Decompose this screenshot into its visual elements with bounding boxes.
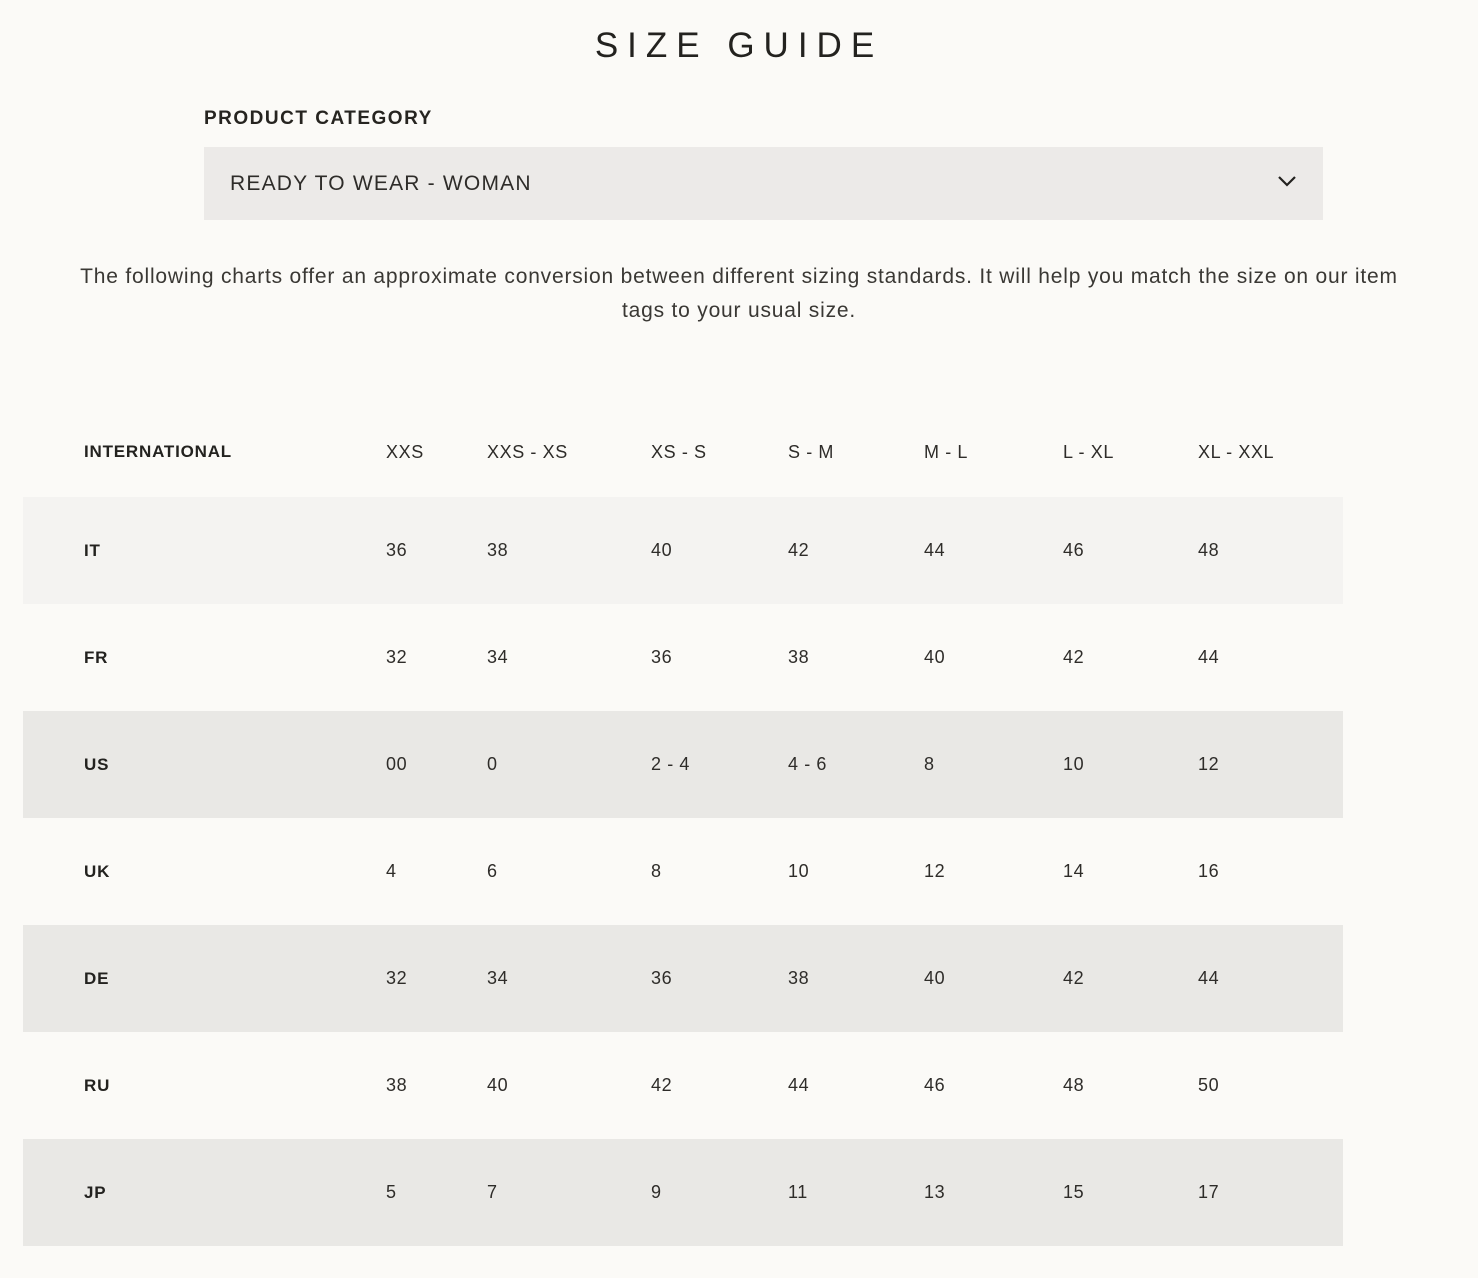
size-value-cell: 5 bbox=[386, 1182, 397, 1202]
size-value-cell: 32 bbox=[386, 647, 408, 667]
size-value-cell: 36 bbox=[651, 647, 673, 667]
size-value-cell: 8 bbox=[924, 754, 935, 774]
size-value-cell: 50 bbox=[1198, 1075, 1220, 1095]
table-row: FR 32 34 36 38 40 42 44 bbox=[23, 604, 1343, 711]
size-value-cell: 38 bbox=[788, 968, 810, 988]
size-value-cell: 40 bbox=[924, 647, 946, 667]
column-header: XXS - XS bbox=[487, 441, 568, 462]
size-value-cell: 11 bbox=[788, 1182, 808, 1202]
size-value-cell: 48 bbox=[1198, 540, 1220, 560]
column-header: XL - XXL bbox=[1198, 441, 1275, 462]
chevron-down-icon bbox=[1277, 174, 1297, 193]
size-value-cell: 42 bbox=[788, 540, 810, 560]
size-value-cell: 9 bbox=[651, 1182, 662, 1202]
size-value-cell: 12 bbox=[1198, 754, 1220, 774]
size-value-cell: 7 bbox=[487, 1182, 498, 1202]
size-value-cell: 0 bbox=[487, 754, 498, 774]
column-header: L - XL bbox=[1063, 441, 1114, 462]
size-value-cell: 15 bbox=[1063, 1182, 1085, 1202]
size-value-cell: 32 bbox=[386, 968, 408, 988]
size-value-cell: 40 bbox=[651, 540, 673, 560]
size-value-cell: 00 bbox=[386, 754, 408, 774]
size-value-cell: 8 bbox=[651, 861, 662, 881]
size-value-cell: 2 - 4 bbox=[651, 754, 691, 774]
row-label: RU bbox=[84, 1075, 111, 1095]
size-value-cell: 38 bbox=[788, 647, 810, 667]
product-category-section: PRODUCT CATEGORY READY TO WEAR - WOMAN bbox=[204, 108, 1478, 220]
size-conversion-table-wrap: INTERNATIONAL XXS XXS - XS XS - S S - M M - … bbox=[23, 407, 1343, 1246]
product-category-selected-value: READY TO WEAR - WOMAN bbox=[230, 171, 532, 195]
row-label: JP bbox=[84, 1182, 107, 1202]
table-row: JP 5 7 9 11 13 15 17 bbox=[23, 1139, 1343, 1246]
page-title: SIZE GUIDE bbox=[594, 26, 884, 65]
intro-text: The following charts offer an approximat… bbox=[80, 265, 1398, 322]
size-value-cell: 16 bbox=[1198, 861, 1220, 881]
size-value-cell: 42 bbox=[1063, 647, 1085, 667]
size-value-cell: 34 bbox=[487, 968, 509, 988]
size-value-cell: 48 bbox=[1063, 1075, 1085, 1095]
size-value-cell: 6 bbox=[487, 861, 498, 881]
column-header: S - M bbox=[788, 441, 834, 462]
size-value-cell: 38 bbox=[386, 1075, 408, 1095]
column-header: XXS bbox=[386, 441, 424, 462]
table-row: UK 4 6 8 10 12 14 16 bbox=[23, 818, 1343, 925]
size-value-cell: 38 bbox=[487, 540, 509, 560]
size-value-cell: 12 bbox=[924, 861, 946, 881]
size-value-cell: 14 bbox=[1063, 861, 1085, 881]
size-value-cell: 40 bbox=[487, 1075, 509, 1095]
size-value-cell: 44 bbox=[788, 1075, 810, 1095]
table-header-international: INTERNATIONAL bbox=[84, 442, 232, 461]
size-value-cell: 10 bbox=[788, 861, 810, 881]
row-label: US bbox=[84, 754, 110, 774]
size-value-cell: 42 bbox=[1063, 968, 1085, 988]
size-value-cell: 17 bbox=[1198, 1182, 1220, 1202]
table-header-row: INTERNATIONAL XXS XXS - XS XS - S S - M M - … bbox=[23, 407, 1343, 497]
row-label: IT bbox=[84, 540, 101, 560]
size-value-cell: 4 bbox=[386, 861, 397, 881]
column-header: XS - S bbox=[651, 441, 707, 462]
size-value-cell: 44 bbox=[1198, 968, 1220, 988]
row-label: FR bbox=[84, 647, 109, 667]
size-value-cell: 46 bbox=[1063, 540, 1085, 560]
size-value-cell: 44 bbox=[1198, 647, 1220, 667]
size-value-cell: 46 bbox=[924, 1075, 946, 1095]
table-row: DE 32 34 36 38 40 42 44 bbox=[23, 925, 1343, 1032]
row-label: UK bbox=[84, 861, 111, 881]
table-row: IT 36 38 40 42 44 46 48 bbox=[23, 497, 1343, 604]
product-category-dropdown[interactable]: READY TO WEAR - WOMAN bbox=[204, 147, 1323, 220]
size-value-cell: 4 - 6 bbox=[788, 754, 828, 774]
size-value-cell: 36 bbox=[651, 968, 673, 988]
size-value-cell: 40 bbox=[924, 968, 946, 988]
size-conversion-table: INTERNATIONAL XXS XXS - XS XS - S S - M M - … bbox=[23, 407, 1343, 1246]
size-value-cell: 36 bbox=[386, 540, 408, 560]
size-value-cell: 42 bbox=[651, 1075, 673, 1095]
table-row: RU 38 40 42 44 46 48 50 bbox=[23, 1032, 1343, 1139]
size-value-cell: 34 bbox=[487, 647, 509, 667]
table-body: IT 36 38 40 42 44 46 48 FR 32 34 36 38 40 42 44 US 00 0 2 -… bbox=[23, 497, 1343, 1246]
size-value-cell: 10 bbox=[1063, 754, 1085, 774]
size-value-cell: 44 bbox=[924, 540, 946, 560]
size-value-cell: 13 bbox=[924, 1182, 946, 1202]
column-header: M - L bbox=[924, 441, 969, 462]
row-label: DE bbox=[84, 968, 110, 988]
product-category-label: PRODUCT CATEGORY bbox=[204, 108, 433, 129]
